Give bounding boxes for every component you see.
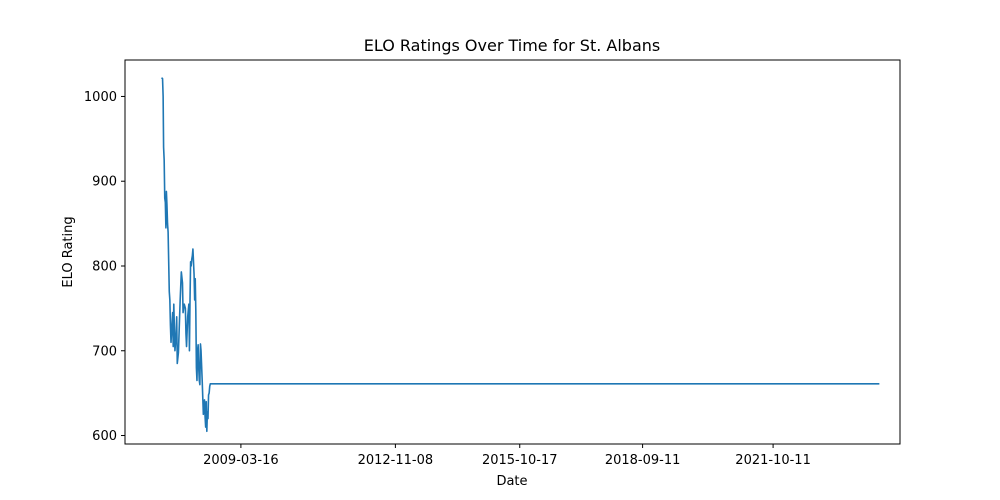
plot-area <box>161 77 880 433</box>
y-tick-label: 900 <box>92 175 117 190</box>
x-axis-title: Date <box>496 474 527 489</box>
x-tick-label: 2009-03-16 <box>203 453 279 468</box>
y-tick-label: 600 <box>92 429 117 444</box>
x-tick-label: 2018-09-11 <box>605 453 681 468</box>
x-tick-label: 2021-10-11 <box>735 453 811 468</box>
y-axis: 600 700 800 900 1000 <box>84 90 125 444</box>
y-axis-title: ELO Rating <box>61 216 76 287</box>
y-tick-label: 1000 <box>84 90 117 105</box>
x-axis: 2009-03-16 2012-11-08 2015-10-17 2018-09-11… <box>203 444 811 468</box>
x-tick-label: 2015-10-17 <box>482 453 558 468</box>
y-tick-label: 800 <box>92 259 117 274</box>
series-line-0 <box>161 77 880 433</box>
chart-title: ELO Ratings Over Time for St. Albans <box>364 36 660 55</box>
y-tick-label: 700 <box>92 344 117 359</box>
x-tick-label: 2012-11-08 <box>358 453 434 468</box>
plot-frame <box>124 59 901 445</box>
